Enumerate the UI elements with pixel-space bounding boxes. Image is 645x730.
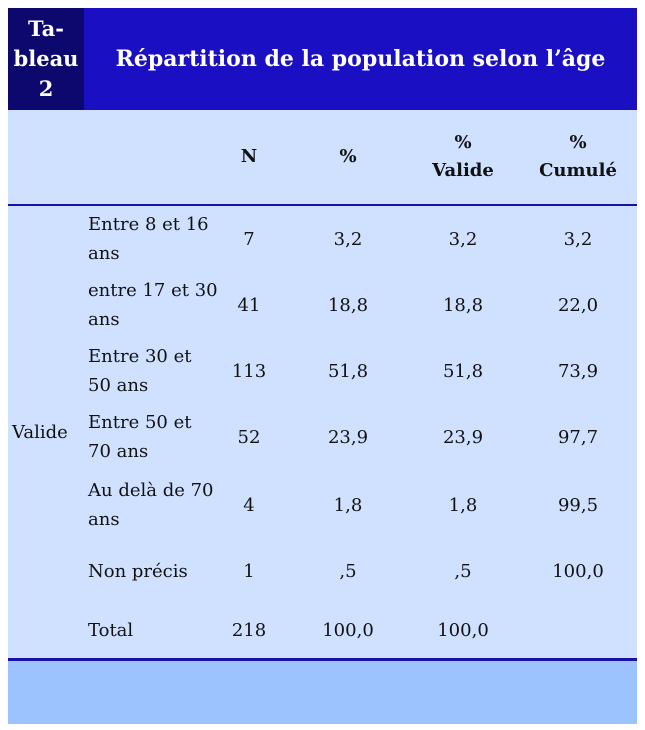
group-label-text: Valide (12, 421, 68, 443)
table-row: Non précis 1 ,5 ,5 100,0 (8, 540, 637, 602)
table-row: entre 17 et 30 ans 41 18,8 18,8 22,0 (8, 272, 637, 338)
cell-valid: 1,8 (448, 494, 478, 516)
column-header-valid-percent: % Valide (413, 110, 513, 204)
table-body: Valide Entre 8 et 16 ans 7 3,2 3,2 3,2 entre … (8, 206, 637, 658)
cell-cum: 3,2 (563, 228, 593, 250)
row-label: Non précis (88, 560, 188, 582)
table-title: Répartition de la population selon l’âge (115, 46, 606, 72)
header-divider (8, 204, 637, 207)
row-label: Entre 30 et 50 ans (88, 346, 192, 396)
age-distribution-table: Ta- bleau 2 Répartition de la population… (8, 8, 637, 724)
column-headers: N % % Valide % Cumulé (8, 110, 637, 204)
cell-n: 218 (231, 619, 267, 641)
column-header-n: N (212, 110, 286, 204)
cell-n: 4 (243, 494, 255, 516)
cell-n: 1 (243, 560, 255, 582)
cell-pct: 51,8 (327, 360, 369, 382)
cell-cum: 22,0 (557, 294, 599, 316)
table-footer (8, 661, 637, 724)
cell-n: 52 (237, 426, 261, 448)
cell-valid: 18,8 (442, 294, 484, 316)
cell-valid: 100,0 (437, 619, 489, 641)
cell-valid: ,5 (454, 560, 472, 582)
table-row: Entre 30 et 50 ans 113 51,8 51,8 73,9 (8, 338, 637, 404)
cell-valid: 3,2 (448, 228, 478, 250)
cell-pct: 18,8 (327, 294, 369, 316)
cell-valid: 51,8 (442, 360, 484, 382)
cell-cum: 73,9 (557, 360, 599, 382)
cell-n: 41 (237, 294, 261, 316)
table-number-line: Ta- (28, 16, 64, 41)
cell-pct: 3,2 (333, 228, 363, 250)
cell-pct: 1,8 (333, 494, 363, 516)
group-label: Valide (12, 206, 68, 658)
cell-cum (527, 602, 629, 658)
row-label: entre 17 et 30 ans (88, 280, 218, 330)
table-row: Total 218 100,0 100,0 (8, 602, 637, 658)
column-header-line2: % (339, 146, 357, 167)
cell-n: 7 (243, 228, 255, 250)
column-header-line2: N (240, 146, 258, 167)
body-divider (8, 658, 637, 661)
cell-pct: ,5 (339, 560, 357, 582)
table-row: Entre 8 et 16 ans 7 3,2 3,2 3,2 (8, 206, 637, 272)
cell-cum: 97,7 (557, 426, 599, 448)
column-header-percent: % (298, 110, 398, 204)
cell-cum: 99,5 (557, 494, 599, 516)
table-row: Au delà de 70 ans 4 1,8 1,8 99,5 (8, 470, 637, 540)
cell-cum: 100,0 (552, 560, 604, 582)
row-label: Entre 8 et 16 ans (88, 214, 209, 264)
cell-pct: 23,9 (327, 426, 369, 448)
column-header-cumulative-percent: % Cumulé (527, 110, 629, 204)
column-header-line2: Valide (432, 160, 494, 181)
column-header-line1: % (454, 132, 472, 153)
table-number-line: 2 (38, 76, 54, 101)
table-number: Ta- bleau 2 (8, 8, 84, 110)
table-number-line: bleau (13, 46, 79, 71)
row-label: Total (88, 619, 134, 641)
column-header-line2: Cumulé (539, 160, 617, 181)
row-label: Entre 50 et 70 ans (88, 412, 192, 462)
cell-pct: 100,0 (322, 619, 374, 641)
cell-valid: 23,9 (442, 426, 484, 448)
table-header: Ta- bleau 2 Répartition de la population… (8, 8, 637, 110)
table-row: Entre 50 et 70 ans 52 23,9 23,9 97,7 (8, 404, 637, 470)
row-label: Au delà de 70 ans (88, 480, 214, 530)
column-header-line1: % (569, 132, 587, 153)
cell-n: 113 (231, 360, 267, 382)
